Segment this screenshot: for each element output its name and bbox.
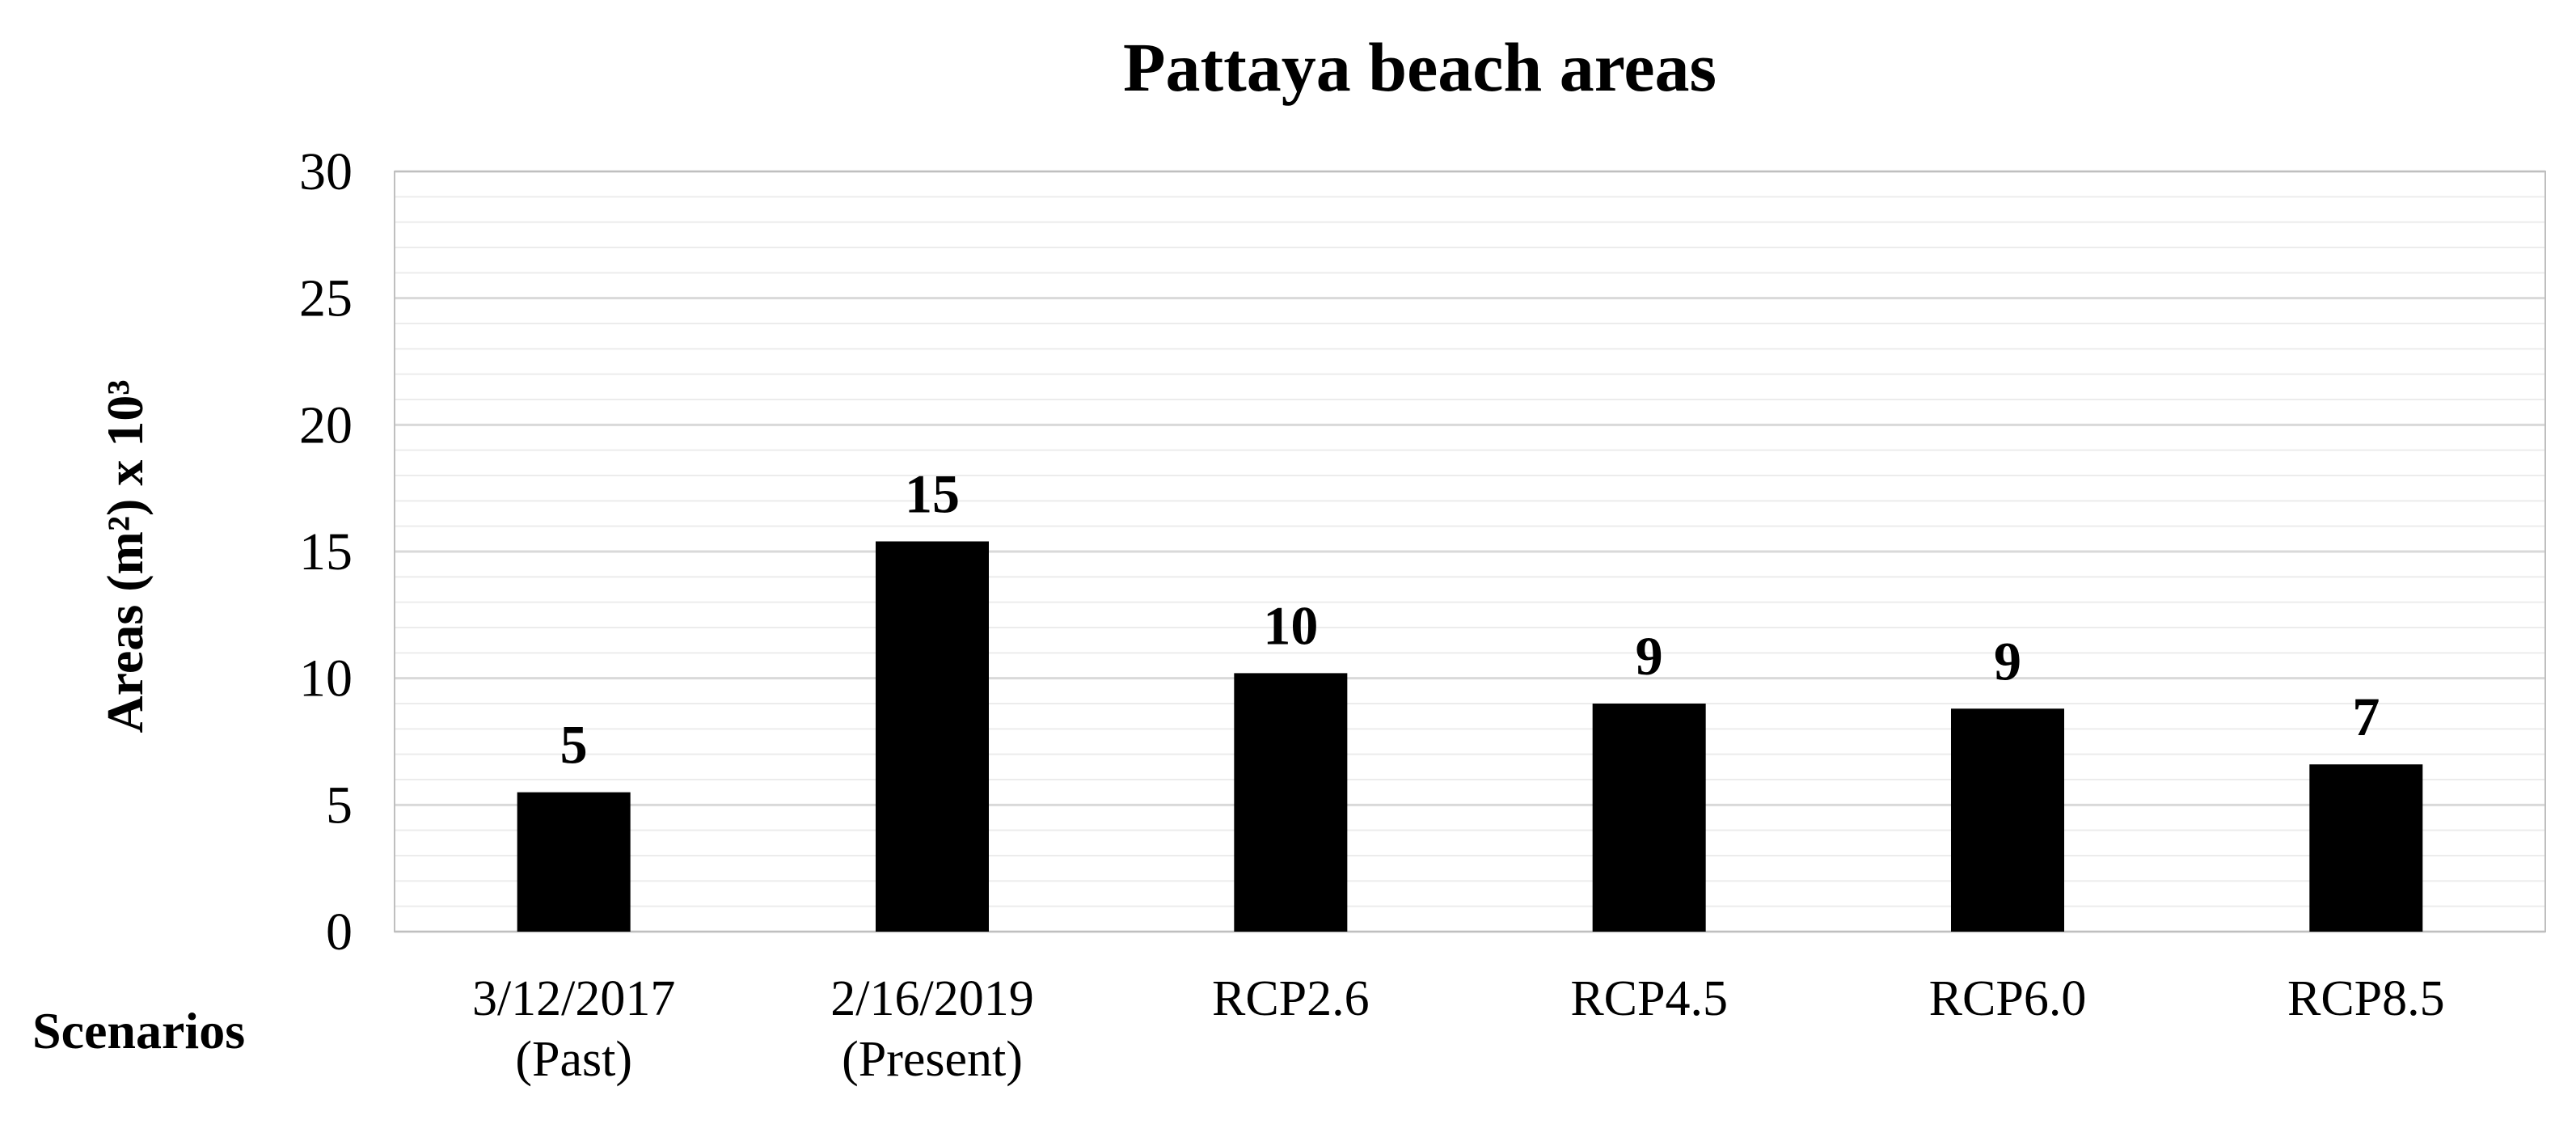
x-tick-label: RCP6.0 xyxy=(1929,971,2087,1026)
data-label: 9 xyxy=(1994,630,2021,691)
y-tick-label: 0 xyxy=(326,903,353,962)
data-label: 15 xyxy=(905,463,960,524)
data-label: 9 xyxy=(1636,625,1663,687)
y-tick-label: 15 xyxy=(299,522,353,581)
y-tick-label: 5 xyxy=(326,776,353,835)
y-axis-label: Areas (m²) x 10³ xyxy=(96,379,154,733)
x-tick-label: RCP2.6 xyxy=(1212,971,1370,1026)
plot-area-border xyxy=(394,171,2546,932)
data-label: 7 xyxy=(2352,686,2380,747)
x-tick-label: RCP4.5 xyxy=(1570,971,1728,1026)
data-label: 5 xyxy=(560,714,588,776)
x-tick-label: (Present) xyxy=(842,1032,1023,1087)
bar xyxy=(1592,704,1706,932)
x-tick-label: RCP8.5 xyxy=(2287,971,2445,1026)
bar xyxy=(2309,764,2423,932)
x-tick-label: (Past) xyxy=(515,1032,632,1087)
y-tick-label: 30 xyxy=(299,142,353,201)
x-axis-label: Scenarios xyxy=(32,1002,245,1059)
bar xyxy=(1234,673,1348,932)
bar xyxy=(1951,708,2064,932)
y-tick-label: 10 xyxy=(299,649,353,708)
data-label: 10 xyxy=(1263,594,1318,656)
x-tick-label: 3/12/2017 xyxy=(472,971,675,1026)
y-axis-tick-labels: 0 5 10 15 20 25 30 xyxy=(299,142,353,962)
minor-gridlines xyxy=(395,196,2545,907)
bar xyxy=(517,792,631,932)
y-tick-label: 25 xyxy=(299,269,353,328)
y-tick-label: 20 xyxy=(299,395,353,454)
chart-title: Pattaya beach areas xyxy=(1123,28,1717,106)
bars xyxy=(517,541,2423,932)
x-axis-tick-labels: 3/12/2017 (Past) 2/16/2019 (Present) RCP2.6 R… xyxy=(472,971,2445,1087)
data-labels: 5 15 10 9 9 7 xyxy=(560,463,2380,775)
bar xyxy=(876,541,989,932)
x-tick-label: 2/16/2019 xyxy=(830,971,1033,1026)
